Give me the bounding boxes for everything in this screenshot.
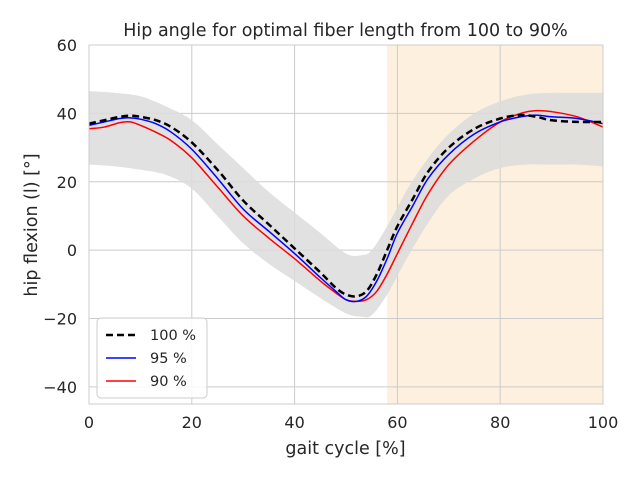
x-axis-label: gait cycle [%] <box>285 439 405 459</box>
y-tick-label-0: 0 <box>67 241 77 260</box>
x-tick-label-20: 20 <box>182 413 202 432</box>
series-lines <box>88 109 604 303</box>
legend-label-100: 100 % <box>150 328 196 344</box>
legend-label-90: 90 % <box>150 374 187 390</box>
plot-frame <box>88 44 604 405</box>
y-tick-label--40: −40 <box>43 378 77 397</box>
x-tick-label-80: 80 <box>490 413 510 432</box>
y-tick-label-20: 20 <box>57 173 77 192</box>
y-tick-label-40: 40 <box>57 104 77 123</box>
y-tick-label--20: −20 <box>43 310 77 329</box>
x-tick-label-60: 60 <box>387 413 407 432</box>
legend: 100 % 95 % 90 % <box>96 317 208 399</box>
y-axis-label: hip flexion (l) [°] <box>22 153 42 296</box>
x-tick-label-100: 100 <box>588 413 619 432</box>
x-tick-label-0: 0 <box>84 413 94 432</box>
series-line-100 <box>88 113 604 298</box>
variability-band <box>89 91 603 318</box>
legend-label-95: 95 % <box>150 351 187 367</box>
y-tick-label-60: 60 <box>57 36 77 55</box>
y-tick-labels: −40 −20 0 20 40 60 <box>43 36 77 397</box>
variability-band-area <box>89 91 603 318</box>
plot-border <box>88 44 604 405</box>
series-line-95 <box>88 114 604 303</box>
x-tick-label-40: 40 <box>284 413 304 432</box>
legend-box <box>96 317 208 399</box>
x-tick-labels: 0 20 40 60 80 100 <box>84 413 618 432</box>
chart-title: Hip angle for optimal fiber length from … <box>123 21 567 41</box>
